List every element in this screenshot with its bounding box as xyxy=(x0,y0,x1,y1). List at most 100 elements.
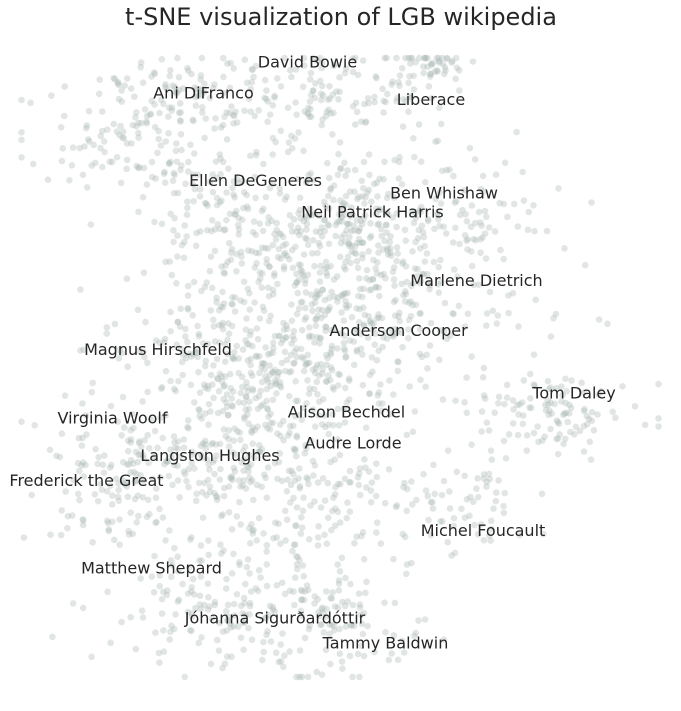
scatter-point xyxy=(150,69,158,76)
scatter-point xyxy=(213,355,221,363)
scatter-point xyxy=(206,267,214,275)
scatter-point xyxy=(402,54,409,62)
scatter-point xyxy=(332,232,339,240)
scatter-point xyxy=(230,600,238,608)
scatter-point xyxy=(291,348,299,356)
scatter-point xyxy=(177,118,184,125)
scatter-point xyxy=(474,531,482,538)
scatter-point xyxy=(422,54,429,62)
scatter-point xyxy=(160,170,168,177)
scatter-point xyxy=(329,421,337,429)
scatter-point xyxy=(271,377,279,385)
scatter-point xyxy=(262,421,269,429)
scatter-point xyxy=(225,411,232,419)
scatter-point xyxy=(321,531,328,539)
scatter-point xyxy=(355,235,363,243)
scatter-point xyxy=(240,619,248,627)
scatter-point xyxy=(539,437,546,444)
scatter-point xyxy=(338,234,345,241)
scatter-point xyxy=(249,228,257,236)
scatter-point xyxy=(87,221,95,228)
scatter-point xyxy=(272,381,279,388)
scatter-point xyxy=(121,424,128,431)
point-label: Magnus Hirschfeld xyxy=(84,340,232,359)
scatter-point xyxy=(279,336,287,344)
scatter-point xyxy=(325,222,333,229)
scatter-point xyxy=(267,382,275,390)
scatter-point xyxy=(371,341,379,349)
scatter-point xyxy=(295,305,303,313)
scatter-point xyxy=(254,423,261,431)
scatter-point xyxy=(481,207,489,215)
scatter-point xyxy=(135,134,142,141)
scatter-point xyxy=(159,514,167,521)
scatter-point xyxy=(246,398,253,406)
scatter-point xyxy=(188,460,196,467)
scatter-point xyxy=(455,302,463,310)
scatter-point xyxy=(144,496,152,504)
scatter-point xyxy=(209,171,216,178)
scatter-point xyxy=(450,514,458,522)
scatter-point xyxy=(505,431,513,438)
scatter-point xyxy=(490,505,497,512)
scatter-point xyxy=(449,310,457,317)
scatter-point xyxy=(85,107,93,115)
scatter-point xyxy=(199,109,206,116)
scatter-point xyxy=(289,547,296,555)
scatter-point xyxy=(233,175,241,183)
scatter-point xyxy=(303,445,310,452)
scatter-point xyxy=(585,415,593,423)
scatter-point xyxy=(284,476,292,484)
scatter-point xyxy=(432,138,439,145)
scatter-point xyxy=(268,217,276,225)
scatter-point xyxy=(232,108,239,116)
scatter-point xyxy=(289,264,297,272)
scatter-point xyxy=(191,84,198,91)
scatter-point xyxy=(195,479,203,487)
scatter-point xyxy=(437,256,444,264)
scatter-point xyxy=(493,320,501,327)
scatter-point xyxy=(393,210,401,217)
scatter-point xyxy=(325,421,332,428)
scatter-point xyxy=(91,491,99,498)
scatter-point xyxy=(137,59,145,66)
scatter-point xyxy=(253,481,261,489)
scatter-point xyxy=(427,531,435,539)
scatter-point xyxy=(483,478,491,486)
scatter-point xyxy=(204,606,212,613)
scatter-point xyxy=(103,488,111,495)
scatter-point xyxy=(330,196,337,204)
scatter-point xyxy=(275,458,283,466)
scatter-point xyxy=(326,95,334,102)
scatter-point xyxy=(190,278,198,286)
scatter-point xyxy=(161,168,168,176)
scatter-point xyxy=(293,310,301,318)
scatter-point xyxy=(312,316,319,323)
scatter-point xyxy=(173,140,180,147)
scatter-point xyxy=(399,258,407,266)
scatter-point xyxy=(415,226,423,234)
scatter-point xyxy=(176,494,183,501)
scatter-point xyxy=(152,629,159,636)
scatter-point xyxy=(152,337,160,344)
scatter-point xyxy=(199,488,206,496)
scatter-point xyxy=(513,128,520,136)
scatter-point xyxy=(208,615,216,622)
scatter-point xyxy=(580,448,588,455)
scatter-point xyxy=(282,334,289,342)
scatter-point xyxy=(181,238,188,246)
scatter-point xyxy=(333,219,341,226)
scatter-point xyxy=(427,70,434,78)
scatter-point xyxy=(160,648,168,655)
scatter-point xyxy=(79,171,87,179)
scatter-point xyxy=(283,193,291,200)
scatter-point xyxy=(351,249,358,257)
scatter-point xyxy=(359,254,366,262)
scatter-point xyxy=(160,339,168,346)
scatter-point xyxy=(395,158,403,166)
scatter-point xyxy=(317,90,325,98)
scatter-point xyxy=(125,461,133,468)
scatter-point xyxy=(609,408,616,416)
scatter-point xyxy=(99,163,106,171)
scatter-point xyxy=(433,54,441,62)
